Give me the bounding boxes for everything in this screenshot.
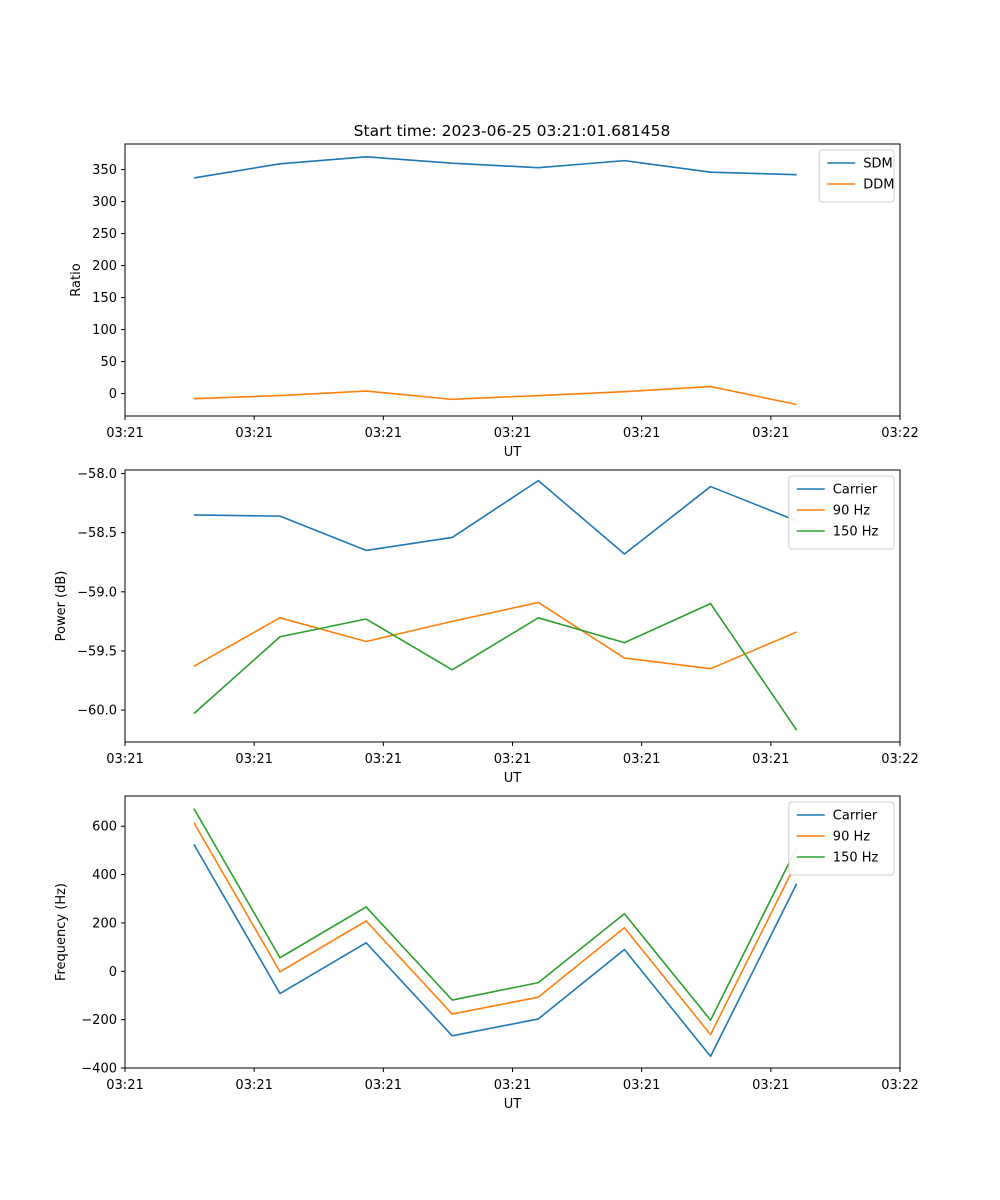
power-series-carrier	[193, 479, 797, 555]
frequency-y-tick-label: 600	[92, 820, 117, 835]
power-x-tick-label: 03:21	[235, 752, 272, 767]
ratio-y-tick-label: 50	[100, 355, 117, 370]
power-series-90-hz	[193, 601, 797, 670]
frequency-y-tick-label: 200	[92, 916, 117, 931]
ratio-y-tick-label: 150	[92, 291, 117, 306]
ratio-x-tick-label: 03:22	[881, 426, 918, 441]
power-series-150-hz	[193, 602, 798, 731]
chart-title: Start time: 2023-06-25 03:21:01.681458	[354, 122, 671, 140]
ratio-y-tick-label: 100	[92, 323, 117, 338]
ratio-legend-label: DDM	[863, 178, 894, 193]
power-x-tick-label: 03:21	[623, 752, 660, 767]
power-x-tick-label: 03:21	[365, 752, 402, 767]
ratio-x-tick-label: 03:21	[235, 426, 272, 441]
frequency-panel: 03:21 03:21 03:21 03:21 03:21 03:21 03:22 −400 −…	[54, 795, 919, 1112]
power-y-tick-label: −59.5	[77, 644, 117, 659]
frequency-series-90-hz	[193, 822, 798, 1036]
frequency-y-tick-label: −400	[81, 1062, 117, 1077]
frequency-y-tick-label: 400	[92, 868, 117, 883]
ratio-x-tick-label: 03:21	[106, 426, 143, 441]
frequency-legend-label: 150 Hz	[833, 851, 879, 866]
power-y-tick-label: −58.0	[77, 467, 117, 482]
power-legend-label: 90 Hz	[833, 504, 870, 519]
power-legend-label: Carrier	[833, 483, 878, 498]
frequency-x-tick-label: 03:22	[881, 1078, 918, 1093]
frequency-legend: Carrier 90 Hz 150 Hz	[788, 801, 895, 876]
power-y-axis-label: Power (dB)	[54, 571, 69, 642]
ratio-y-tick-label: 300	[92, 195, 117, 210]
frequency-x-tick-label: 03:21	[623, 1078, 660, 1093]
power-x-tick-label: 03:21	[752, 752, 789, 767]
ratio-y-tick-label: 200	[92, 259, 117, 274]
ratio-series-sdm	[193, 156, 797, 179]
power-x-tick-label: 03:21	[106, 752, 143, 767]
frequency-x-tick-label: 03:21	[365, 1078, 402, 1093]
power-y-tick-label: −58.5	[77, 526, 117, 541]
ratio-x-tick-label: 03:21	[494, 426, 531, 441]
ratio-x-tick-label: 03:21	[365, 426, 402, 441]
ratio-y-tick-label: 0	[109, 387, 117, 402]
frequency-x-tick-label: 03:21	[494, 1078, 531, 1093]
ratio-x-axis-label: UT	[504, 445, 522, 460]
frequency-series-150-hz	[193, 808, 798, 1021]
frequency-y-axis-label: Frequency (Hz)	[54, 883, 69, 981]
frequency-x-tick-label: 03:21	[752, 1078, 789, 1093]
frequency-legend-label: Carrier	[833, 809, 878, 824]
frequency-series-carrier	[193, 843, 798, 1058]
ratio-x-tick-label: 03:21	[752, 426, 789, 441]
power-x-axis-label: UT	[504, 771, 522, 786]
frequency-x-axis-label: UT	[504, 1097, 522, 1112]
ratio-legend-label: SDM	[863, 157, 892, 172]
frequency-x-tick-label: 03:21	[235, 1078, 272, 1093]
frequency-plot-frame	[124, 795, 901, 1069]
power-legend-label: 150 Hz	[833, 525, 879, 540]
ratio-y-axis-label: Ratio	[69, 263, 84, 296]
power-x-tick-label: 03:22	[881, 752, 918, 767]
frequency-x-tick-label: 03:21	[106, 1078, 143, 1093]
power-y-tick-label: −59.0	[77, 585, 117, 600]
power-plot-frame	[124, 469, 901, 743]
power-panel: 03:21 03:21 03:21 03:21 03:21 03:21 03:22 −60.0…	[54, 467, 919, 786]
ratio-y-tick-label: 350	[92, 163, 117, 178]
power-legend: Carrier 90 Hz 150 Hz	[788, 475, 895, 550]
frequency-y-tick-label: −200	[81, 1013, 117, 1028]
ratio-plot-frame	[124, 143, 901, 417]
power-x-tick-label: 03:21	[494, 752, 531, 767]
ratio-y-tick-label: 250	[92, 227, 117, 242]
ratio-panel: 03:21 03:21 03:21 03:21 03:21 03:21 03:22 0 50 10…	[69, 143, 919, 460]
frequency-legend-label: 90 Hz	[833, 830, 870, 845]
ratio-series-ddm	[193, 385, 797, 406]
ratio-x-tick-label: 03:21	[623, 426, 660, 441]
frequency-y-tick-label: 0	[109, 965, 117, 980]
power-y-tick-label: −60.0	[77, 704, 117, 719]
ratio-legend: SDM DDM	[818, 149, 895, 203]
